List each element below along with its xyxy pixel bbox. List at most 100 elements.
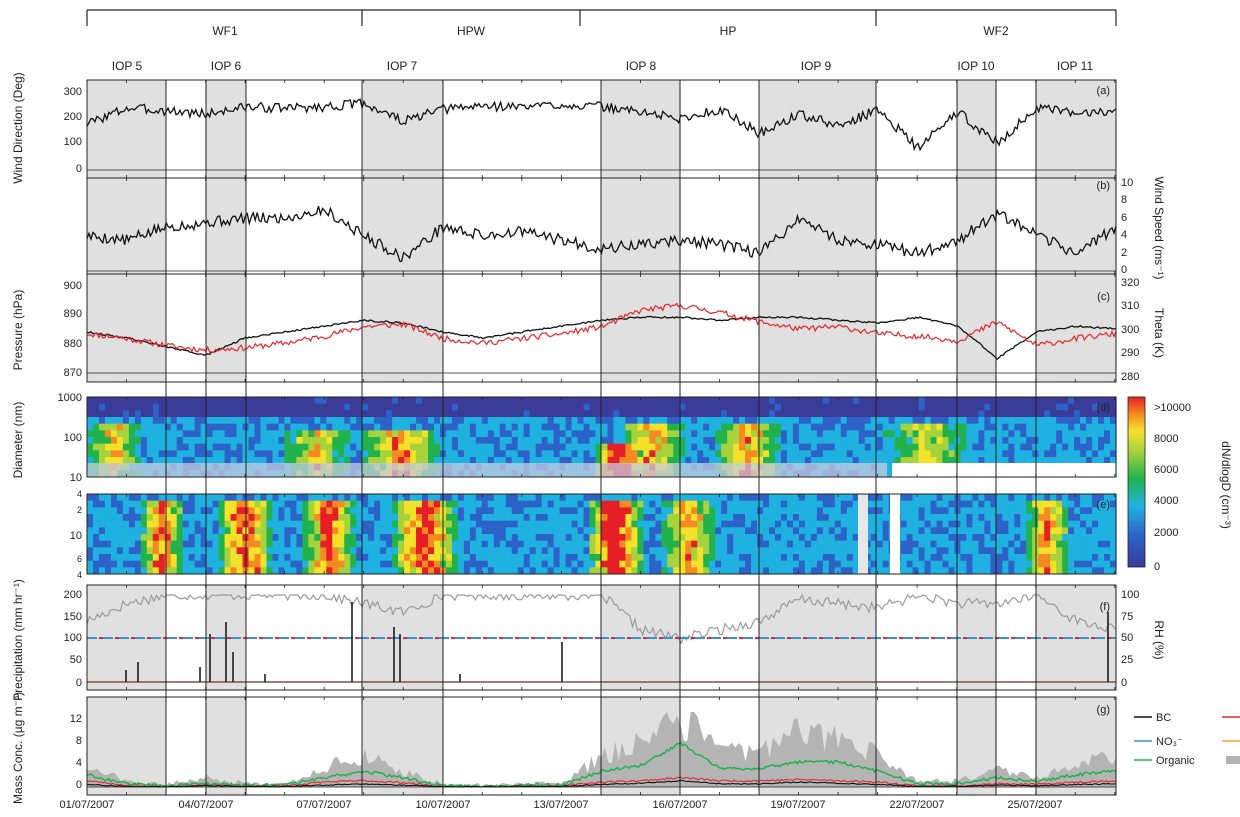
heatmap-cell (864, 494, 872, 502)
heatmap-cell (607, 417, 615, 425)
heatmap-cell (721, 430, 728, 438)
heatmap-cell (463, 450, 471, 458)
heatmap-cell (92, 423, 100, 431)
heatmap-cell (1038, 423, 1045, 431)
heatmap-cell (954, 403, 962, 411)
heatmap-cell (116, 450, 124, 458)
heatmap-cell (625, 520, 633, 528)
heatmap-cell (804, 430, 812, 438)
heatmap-cell (643, 437, 650, 445)
heatmap-cell (589, 520, 597, 528)
heatmap-cell (649, 494, 656, 502)
heatmap-cell (505, 547, 513, 555)
heatmap-cell (1062, 443, 1069, 451)
heatmap-cell (769, 514, 776, 522)
heatmap-cell (1020, 450, 1027, 458)
heatmap-cell (601, 527, 609, 535)
heatmap-cell (428, 507, 435, 515)
heatmap-cell (631, 520, 638, 528)
heatmap-cell (619, 507, 627, 515)
heatmap-cell (595, 560, 603, 568)
heatmap-cell (667, 417, 674, 425)
heatmap-cell (398, 430, 405, 438)
heatmap-cell (960, 527, 968, 535)
heatmap-cell (116, 514, 124, 522)
heatmap-cell (266, 547, 274, 555)
heatmap-cell (613, 500, 621, 508)
heatmap-cell (601, 403, 609, 411)
heatmap-cell (715, 494, 722, 502)
heatmap-cell (1068, 514, 1075, 522)
heatmap-cell (607, 450, 615, 458)
heatmap-cell (362, 554, 369, 562)
heatmap-cell (380, 494, 387, 502)
heatmap-cell (757, 450, 764, 458)
heatmap-cell (804, 507, 812, 515)
heatmap-cell (194, 450, 202, 458)
heatmap-cell (697, 430, 704, 438)
heatmap-cell (469, 397, 477, 405)
heatmap-cell (1098, 514, 1105, 522)
heatmap-cell (290, 417, 297, 425)
heatmap-cell (1056, 430, 1063, 438)
heatmap-cell (685, 514, 692, 522)
heatmap-cell (589, 534, 597, 542)
heatmap-cell (715, 417, 722, 425)
heatmap-cell (416, 410, 423, 418)
heatmap-cell (475, 534, 483, 542)
heatmap-cell (643, 554, 650, 562)
heatmap-cell (469, 554, 477, 562)
heatmap-cell (481, 567, 489, 574)
heatmap-cell (996, 554, 1003, 562)
heatmap-cell (1044, 554, 1051, 562)
heatmap-cell (1092, 397, 1099, 405)
heatmap-cell (757, 554, 764, 562)
heatmap-cell (1062, 507, 1069, 515)
heatmap-cell (780, 417, 788, 425)
heatmap-cell (990, 554, 997, 562)
heatmap-cell (224, 514, 232, 522)
heatmap-cell (804, 417, 812, 425)
heatmap-cell (433, 507, 441, 515)
heatmap-cell (571, 437, 579, 445)
heatmap-cell (1002, 403, 1009, 411)
heatmap-cell (733, 500, 740, 508)
heatmap-cell (481, 514, 489, 522)
heatmap-cell (146, 520, 154, 528)
heatmap-cell (649, 547, 656, 555)
heatmap-cell (984, 500, 991, 508)
xtick-label: 10/07/2007 (415, 799, 470, 811)
heatmap-cell (212, 560, 220, 568)
heatmap-cell (924, 567, 932, 574)
heatmap-cell (164, 520, 172, 528)
heatmap-cell (368, 520, 375, 528)
heatmap-cell (631, 457, 638, 465)
heatmap-cell (428, 417, 435, 425)
heatmap-cell (661, 500, 668, 508)
heatmap-cell (553, 520, 561, 528)
heatmap-cell (553, 397, 561, 405)
heatmap-cell (924, 403, 932, 411)
heatmap-cell (733, 527, 740, 535)
heatmap-cell (840, 547, 848, 555)
heatmap-cell (583, 457, 591, 465)
heatmap-cell (410, 494, 417, 502)
heatmap-cell (637, 443, 644, 451)
heatmap-cell (362, 457, 369, 465)
heatmap-cell (422, 457, 429, 465)
heatmap-cell (990, 457, 997, 465)
heatmap-cell (422, 410, 429, 418)
heatmap-cell (529, 520, 537, 528)
heatmap-cell (140, 410, 148, 418)
heatmap-cell (798, 507, 806, 515)
heatmap-cell (1020, 457, 1027, 465)
heatmap-cell (583, 527, 591, 535)
heatmap-cell (1080, 560, 1087, 568)
heatmap-cell (416, 457, 423, 465)
heatmap-cell (380, 507, 387, 515)
heatmap-cell (224, 494, 232, 502)
heatmap-cell (1008, 417, 1015, 425)
heatmap-cell (577, 560, 585, 568)
heatmap-cell (362, 507, 369, 515)
heatmap-cell (1080, 403, 1087, 411)
